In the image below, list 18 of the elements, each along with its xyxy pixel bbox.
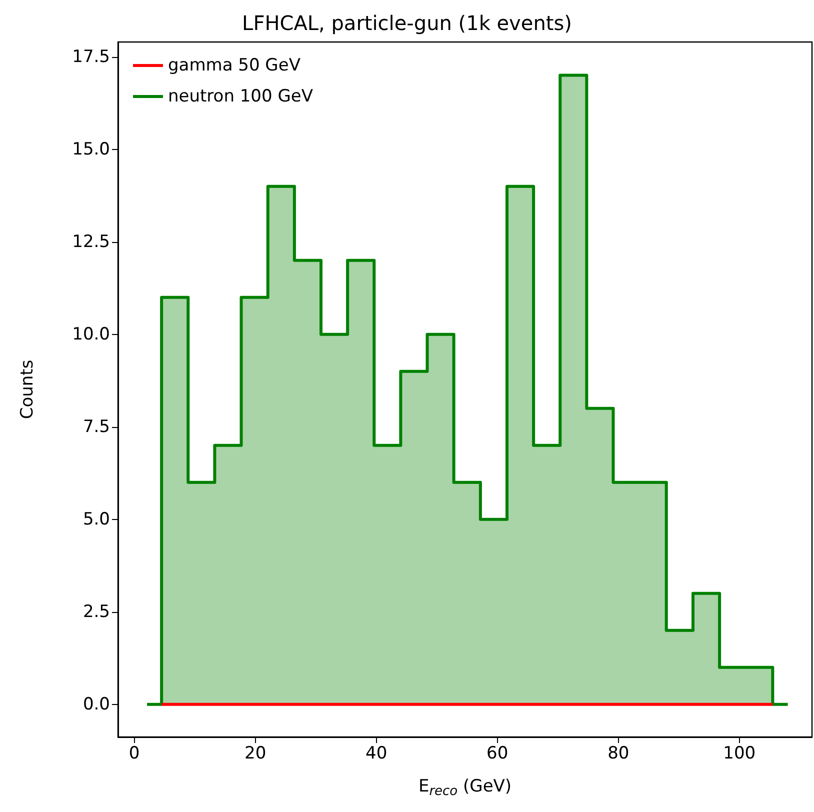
x-tick-label: 100: [723, 744, 756, 764]
chart-title: LFHCAL, particle-gun (1k events): [242, 11, 572, 35]
legend-label: gamma 50 GeV: [168, 56, 301, 76]
y-tick-label: 17.5: [72, 46, 110, 67]
y-tick-label: 2.5: [82, 602, 110, 622]
y-axis-title: Counts: [18, 360, 38, 420]
y-tick-label: 5.0: [82, 509, 110, 530]
y-tick-label: 10.0: [72, 324, 110, 344]
y-tick-label: 0.0: [82, 694, 110, 714]
x-tick-label: 80: [608, 744, 630, 764]
x-tick-label: 60: [486, 744, 508, 764]
y-tick-label: 15.0: [72, 139, 110, 160]
y-tick-label: 12.5: [72, 232, 110, 252]
legend-label: neutron 100 GeV: [168, 86, 314, 106]
x-tick-label: 0: [128, 744, 140, 764]
y-tick-label: 7.5: [82, 416, 110, 437]
x-tick-label: 20: [244, 744, 266, 764]
x-tick-label: 40: [366, 744, 388, 764]
